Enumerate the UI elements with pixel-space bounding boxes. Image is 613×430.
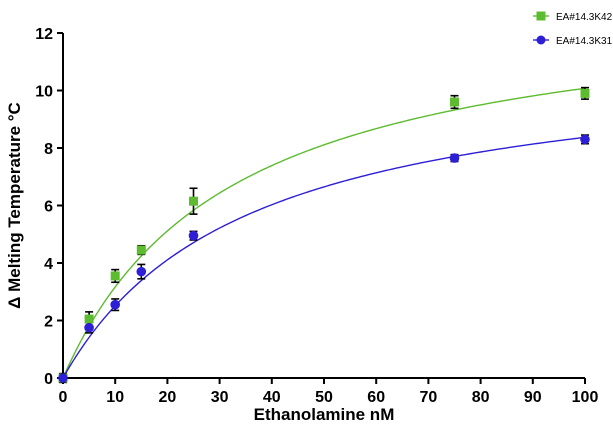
- fit-curves: [62, 87, 586, 379]
- data-point-series-2: [449, 153, 460, 163]
- data-point-series-1: [580, 88, 590, 98]
- y-axis-title: Δ Melting Temperature °C: [5, 102, 24, 309]
- legend-label-1: EA#14.3K42: [556, 12, 613, 23]
- data-point-series-1: [84, 314, 94, 324]
- data-point-series-1: [136, 245, 146, 255]
- data-point-series-1: [450, 97, 459, 107]
- y-tick-label: 12: [35, 26, 53, 43]
- error-bars: [59, 86, 589, 384]
- data-point-series-1: [110, 271, 120, 281]
- x-axis-title: Ethanolamine nM: [254, 405, 395, 424]
- x-tick-label: 30: [211, 389, 229, 406]
- data-point-series-2: [580, 134, 590, 145]
- fit-curve-1: [62, 87, 586, 379]
- x-tick-label: 70: [420, 389, 438, 406]
- x-tick-label: 10: [106, 389, 124, 406]
- axes: 0 10 20 30 40 50 60 70 80 90 100 0 2 4 6 8 10 12: [35, 26, 598, 406]
- legend-marker-2: [536, 35, 546, 45]
- y-tick-label: 4: [44, 256, 53, 273]
- data-point-series-2: [58, 373, 68, 383]
- x-tick-label: 80: [472, 389, 490, 406]
- data-points: [58, 88, 590, 383]
- x-tick-label: 90: [524, 389, 542, 406]
- legend: EA#14.3K42 EA#14.3K31: [533, 11, 613, 47]
- data-point-series-2: [136, 266, 147, 277]
- y-tick-label: 10: [35, 84, 53, 101]
- x-tick-label: 100: [572, 389, 599, 406]
- y-tick-label: 2: [44, 314, 53, 331]
- y-tick-label: 6: [44, 199, 53, 216]
- data-point-series-2: [110, 299, 120, 310]
- x-tick-label: 40: [263, 389, 281, 406]
- y-tick-label: 0: [44, 371, 53, 388]
- legend-marker-1: [536, 11, 546, 21]
- legend-label-2: EA#14.3K31: [556, 36, 613, 47]
- x-tick-label: 50: [315, 389, 333, 406]
- data-point-series-2: [188, 230, 199, 241]
- x-tick-label: 0: [59, 389, 68, 406]
- data-point-series-1: [189, 196, 198, 206]
- x-tick-label: 60: [367, 389, 385, 406]
- x-tick-label: 20: [159, 389, 177, 406]
- fit-curve-2: [62, 136, 586, 379]
- data-point-series-2: [84, 322, 94, 333]
- y-tick-label: 8: [44, 141, 53, 158]
